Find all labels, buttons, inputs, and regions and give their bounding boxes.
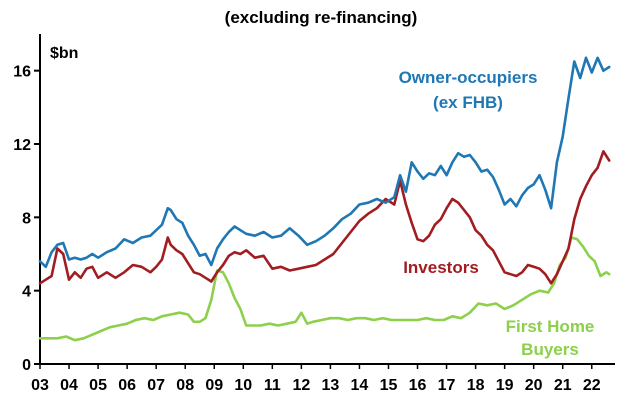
x-tick-label: 22 — [583, 377, 601, 394]
x-tick-label: 15 — [380, 377, 398, 394]
y-axis-ticks: 0 4 8 12 16 — [13, 64, 40, 374]
x-axis-ticks: 03 04 05 06 07 08 09 10 11 12 13 14 15 16 17 18 19 20 21 22 — [31, 364, 601, 394]
x-tick-label: 04 — [60, 377, 78, 394]
y-tick-label: 16 — [13, 64, 31, 81]
x-tick-label: 05 — [89, 377, 107, 394]
x-tick-label: 16 — [409, 377, 427, 394]
owner-occupiers-label-line2: (ex FHB) — [433, 93, 503, 112]
x-tick-label: 10 — [234, 377, 252, 394]
x-tick-label: 03 — [31, 377, 49, 394]
y-tick-label: 8 — [22, 210, 31, 227]
y-tick-label: 12 — [13, 137, 31, 154]
x-tick-label: 12 — [292, 377, 310, 394]
x-tick-label: 06 — [118, 377, 136, 394]
first-home-buyers-label-line1: First Home — [506, 317, 595, 336]
x-tick-label: 08 — [176, 377, 194, 394]
x-tick-label: 14 — [351, 377, 369, 394]
y-axis-unit-label: $bn — [50, 45, 78, 62]
series-line-investors — [38, 150, 611, 285]
series-line-owner-occupiers-ex-fhb — [38, 56, 611, 269]
investors-label: Investors — [403, 258, 479, 277]
series-line-first-home-buyers — [38, 236, 611, 342]
x-tick-label: 13 — [322, 377, 340, 394]
x-tick-label: 09 — [205, 377, 223, 394]
x-tick-label: 19 — [496, 377, 514, 394]
x-tick-label: 21 — [554, 377, 572, 394]
x-tick-label: 18 — [467, 377, 485, 394]
y-tick-label: 4 — [22, 284, 31, 301]
x-tick-label: 20 — [525, 377, 543, 394]
x-tick-label: 17 — [438, 377, 456, 394]
y-tick-label: 0 — [22, 357, 31, 374]
owner-occupiers-label-line1: Owner-occupiers — [399, 68, 538, 87]
chart-subtitle: (excluding re-financing) — [225, 8, 418, 27]
first-home-buyers-label-line2: Buyers — [521, 340, 579, 359]
series-lines — [38, 56, 611, 342]
x-tick-label: 07 — [147, 377, 165, 394]
x-tick-label: 11 — [264, 377, 281, 394]
